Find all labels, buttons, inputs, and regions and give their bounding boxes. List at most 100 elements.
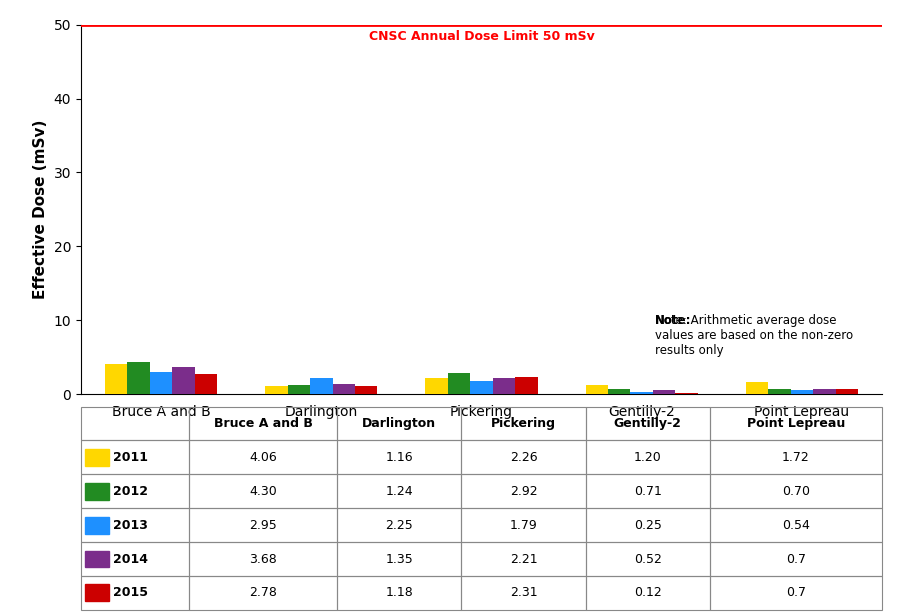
Bar	[515, 377, 537, 394]
Bar	[338, 508, 462, 542]
Text: 1.35: 1.35	[385, 553, 413, 565]
Bar	[172, 367, 194, 394]
Bar	[608, 389, 631, 394]
Text: 0.54: 0.54	[782, 519, 810, 532]
Bar	[462, 542, 586, 576]
Bar	[631, 392, 652, 394]
Bar	[586, 508, 710, 542]
Bar	[194, 374, 217, 394]
Bar	[310, 378, 332, 394]
Bar	[105, 364, 128, 394]
Bar	[462, 474, 586, 508]
Bar	[81, 576, 189, 610]
Bar	[81, 542, 189, 576]
Text: Gentilly-2: Gentilly-2	[614, 417, 681, 430]
Bar	[462, 407, 586, 440]
Bar	[746, 381, 769, 394]
Bar	[81, 508, 189, 542]
Text: Note: Arithmetic average dose
values are based on the non-zero
results only: Note: Arithmetic average dose values are…	[654, 314, 852, 357]
Bar	[835, 389, 858, 394]
Bar	[710, 440, 882, 474]
Text: 2.92: 2.92	[509, 485, 537, 498]
Bar	[189, 407, 338, 440]
Text: 0.25: 0.25	[634, 519, 661, 532]
Text: 1.18: 1.18	[385, 586, 413, 599]
Bar	[266, 386, 288, 394]
Bar	[710, 576, 882, 610]
Bar	[128, 362, 150, 394]
Text: 2.78: 2.78	[249, 586, 277, 599]
Bar	[355, 386, 377, 394]
Text: 0.70: 0.70	[782, 485, 810, 498]
Text: CNSC Annual Dose Limit 50 mSv: CNSC Annual Dose Limit 50 mSv	[369, 30, 594, 43]
Bar	[586, 440, 710, 474]
Bar	[710, 508, 882, 542]
Text: 1.24: 1.24	[385, 485, 413, 498]
Text: Pickering: Pickering	[491, 417, 556, 430]
Bar	[338, 474, 462, 508]
Bar	[791, 391, 813, 394]
Text: 2.21: 2.21	[509, 553, 537, 565]
Text: 1.79: 1.79	[509, 519, 537, 532]
Text: 2015: 2015	[113, 586, 148, 599]
Bar	[86, 517, 109, 533]
Bar	[189, 440, 338, 474]
Text: 4.30: 4.30	[249, 485, 277, 498]
Text: Darlington: Darlington	[363, 417, 436, 430]
Text: 0.71: 0.71	[634, 485, 661, 498]
Bar	[189, 542, 338, 576]
Bar	[652, 391, 675, 394]
Bar	[86, 449, 109, 466]
Bar	[448, 373, 471, 394]
Text: 1.16: 1.16	[385, 451, 413, 464]
Text: Bruce A and B: Bruce A and B	[214, 417, 312, 430]
Bar	[492, 378, 515, 394]
Bar	[150, 373, 172, 394]
Text: 3.68: 3.68	[249, 553, 277, 565]
Bar	[332, 384, 355, 394]
Text: 2.25: 2.25	[385, 519, 413, 532]
Text: Point Lepreau: Point Lepreau	[747, 417, 845, 430]
Bar	[81, 440, 189, 474]
Bar	[86, 483, 109, 500]
Bar	[586, 474, 710, 508]
Bar	[462, 508, 586, 542]
Bar	[813, 389, 835, 394]
Bar	[471, 381, 492, 394]
Bar	[338, 576, 462, 610]
Text: 0.7: 0.7	[786, 586, 806, 599]
Text: Note:: Note:	[654, 314, 691, 328]
Text: 2.31: 2.31	[509, 586, 537, 599]
Bar	[338, 407, 462, 440]
Bar	[81, 474, 189, 508]
Bar	[462, 440, 586, 474]
Bar	[86, 551, 109, 567]
Bar	[189, 474, 338, 508]
Bar	[338, 440, 462, 474]
Bar	[769, 389, 791, 394]
Bar	[586, 576, 710, 610]
Bar	[710, 474, 882, 508]
Text: 1.72: 1.72	[782, 451, 810, 464]
Bar	[81, 407, 189, 440]
Text: 2.26: 2.26	[509, 451, 537, 464]
Text: 2011: 2011	[113, 451, 148, 464]
Bar	[710, 407, 882, 440]
Text: 1.20: 1.20	[634, 451, 661, 464]
Text: 4.06: 4.06	[249, 451, 277, 464]
Bar	[710, 542, 882, 576]
Text: 2.95: 2.95	[249, 519, 277, 532]
Bar	[462, 576, 586, 610]
Bar	[586, 542, 710, 576]
Bar	[586, 386, 608, 394]
Y-axis label: Effective Dose (mSv): Effective Dose (mSv)	[33, 120, 48, 299]
Bar	[586, 407, 710, 440]
Text: 2013: 2013	[113, 519, 148, 532]
Text: 0.12: 0.12	[634, 586, 661, 599]
Bar	[338, 542, 462, 576]
Bar	[86, 585, 109, 601]
Text: 2012: 2012	[113, 485, 148, 498]
Bar	[189, 508, 338, 542]
Bar	[426, 378, 448, 394]
Bar	[288, 385, 310, 394]
